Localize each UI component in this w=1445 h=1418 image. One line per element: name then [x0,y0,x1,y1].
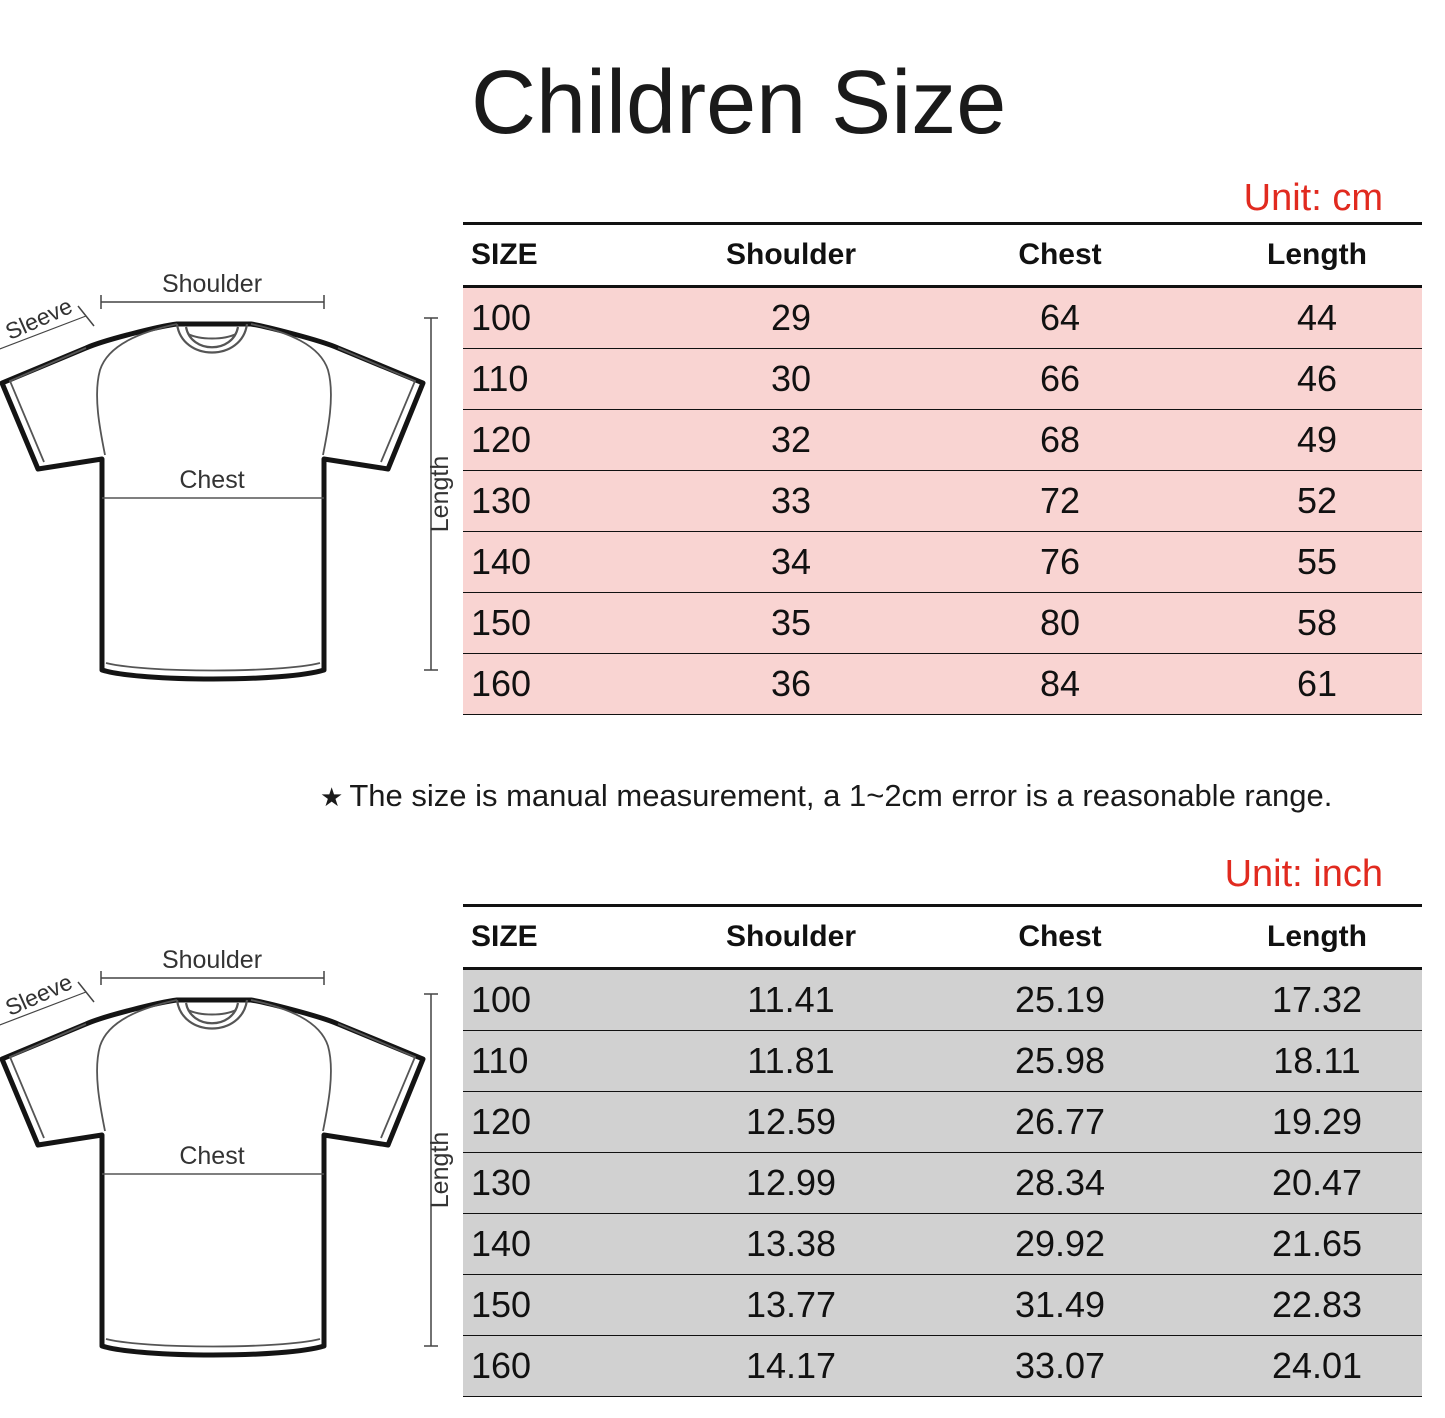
svg-text:Length: Length [426,1132,454,1208]
svg-text:Length: Length [426,456,454,532]
svg-text:Shoulder: Shoulder [162,946,262,974]
svg-text:Sleeve: Sleeve [1,969,76,1021]
svg-text:Chest: Chest [179,1142,244,1170]
svg-text:Sleeve: Sleeve [1,293,76,345]
svg-text:Chest: Chest [179,466,244,494]
svg-text:Shoulder: Shoulder [162,270,262,298]
